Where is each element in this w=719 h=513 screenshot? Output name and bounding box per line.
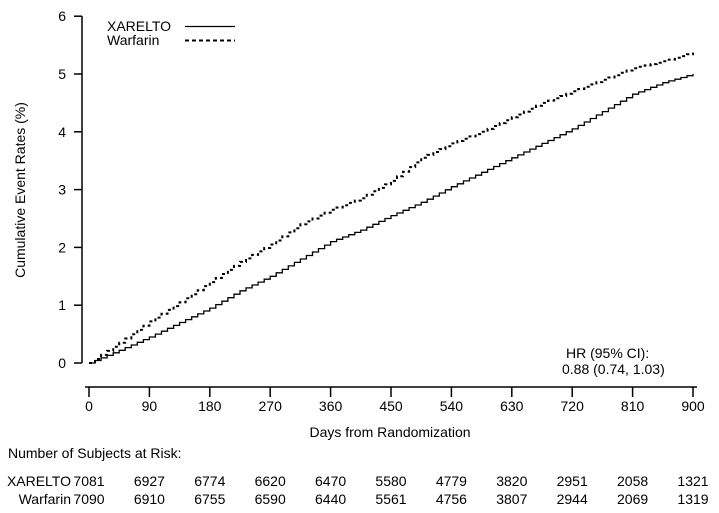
x-tick-label: 360 <box>319 398 343 414</box>
y-tick-label: 1 <box>58 297 66 313</box>
y-tick-label: 6 <box>58 8 66 24</box>
y-tick-label: 4 <box>58 124 66 140</box>
y-axis-label: Cumulative Event Rates (%) <box>12 102 28 278</box>
at-risk-count: 7090 <box>73 491 104 507</box>
x-tick-label: 720 <box>561 398 585 414</box>
hr-annotation-line2: 0.88 (0.74, 1.03) <box>562 361 665 377</box>
at-risk-count: 2069 <box>617 491 648 507</box>
at-risk-count: 6927 <box>134 473 165 489</box>
at-risk-count: 6440 <box>315 491 346 507</box>
hr-annotation-line1: HR (95% CI): <box>566 345 649 361</box>
x-tick-label: 0 <box>85 398 93 414</box>
y-axis: 0 1 2 3 4 5 6 <box>58 8 83 371</box>
x-tick-label: 450 <box>379 398 403 414</box>
hr-annotation: HR (95% CI): 0.88 (0.74, 1.03) <box>562 345 665 377</box>
at-risk-count: 1321 <box>677 473 708 489</box>
y-tick-label: 5 <box>58 66 66 82</box>
at-risk-count: 3807 <box>496 491 527 507</box>
at-risk-count: 5580 <box>375 473 406 489</box>
series-xarelto-line <box>89 74 694 364</box>
at-risk-count: 6910 <box>134 491 165 507</box>
x-tick-label: 900 <box>681 398 705 414</box>
at-risk-count: 6470 <box>315 473 346 489</box>
at-risk-count: 2058 <box>617 473 648 489</box>
legend: XARELTO Warfarin <box>107 18 235 48</box>
at-risk-count: 1319 <box>677 491 708 507</box>
at-risk-count: 6590 <box>255 491 286 507</box>
at-risk-table: Number of Subjects at Risk: XARELTO 7081… <box>7 445 709 507</box>
at-risk-row-label-xarelto: XARELTO <box>7 473 71 489</box>
x-tick-label: 810 <box>621 398 645 414</box>
x-tick-label: 540 <box>440 398 464 414</box>
y-tick-label: 0 <box>58 355 66 371</box>
at-risk-count: 4756 <box>436 491 467 507</box>
at-risk-count: 2951 <box>557 473 588 489</box>
at-risk-count: 6620 <box>255 473 286 489</box>
x-tick-label: 630 <box>500 398 524 414</box>
legend-label-xarelto: XARELTO <box>107 18 171 34</box>
at-risk-count: 7081 <box>73 473 104 489</box>
at-risk-count: 4779 <box>436 473 467 489</box>
at-risk-row-xarelto-counts: 7081 6927 6774 6620 6470 5580 4779 3820 2951 2058… <box>73 473 708 489</box>
at-risk-row-warfarin-counts: 7090 6910 6755 6590 6440 5561 4756 3807 2944 2069… <box>73 491 708 507</box>
x-tick-label: 180 <box>198 398 222 414</box>
y-tick-label: 3 <box>58 182 66 198</box>
at-risk-count: 6755 <box>194 491 225 507</box>
series-warfarin-line <box>89 52 694 364</box>
x-axis-label: Days from Randomization <box>309 424 470 440</box>
y-ticks: 0 1 2 3 4 5 6 <box>58 8 82 371</box>
x-tick-label: 270 <box>259 398 283 414</box>
at-risk-count: 5561 <box>375 491 406 507</box>
at-risk-title: Number of Subjects at Risk: <box>8 445 182 461</box>
x-axis: 0 90 180 270 360 450 540 630 720 810 900 <box>85 386 705 414</box>
legend-label-warfarin: Warfarin <box>107 32 159 48</box>
x-ticks: 0 90 180 270 360 450 540 630 720 810 900 <box>85 387 705 414</box>
at-risk-row-label-warfarin: Warfarin <box>19 491 71 507</box>
at-risk-count: 6774 <box>194 473 225 489</box>
at-risk-count: 2944 <box>557 491 588 507</box>
at-risk-count: 3820 <box>496 473 527 489</box>
x-tick-label: 90 <box>142 398 158 414</box>
y-tick-label: 2 <box>58 239 66 255</box>
